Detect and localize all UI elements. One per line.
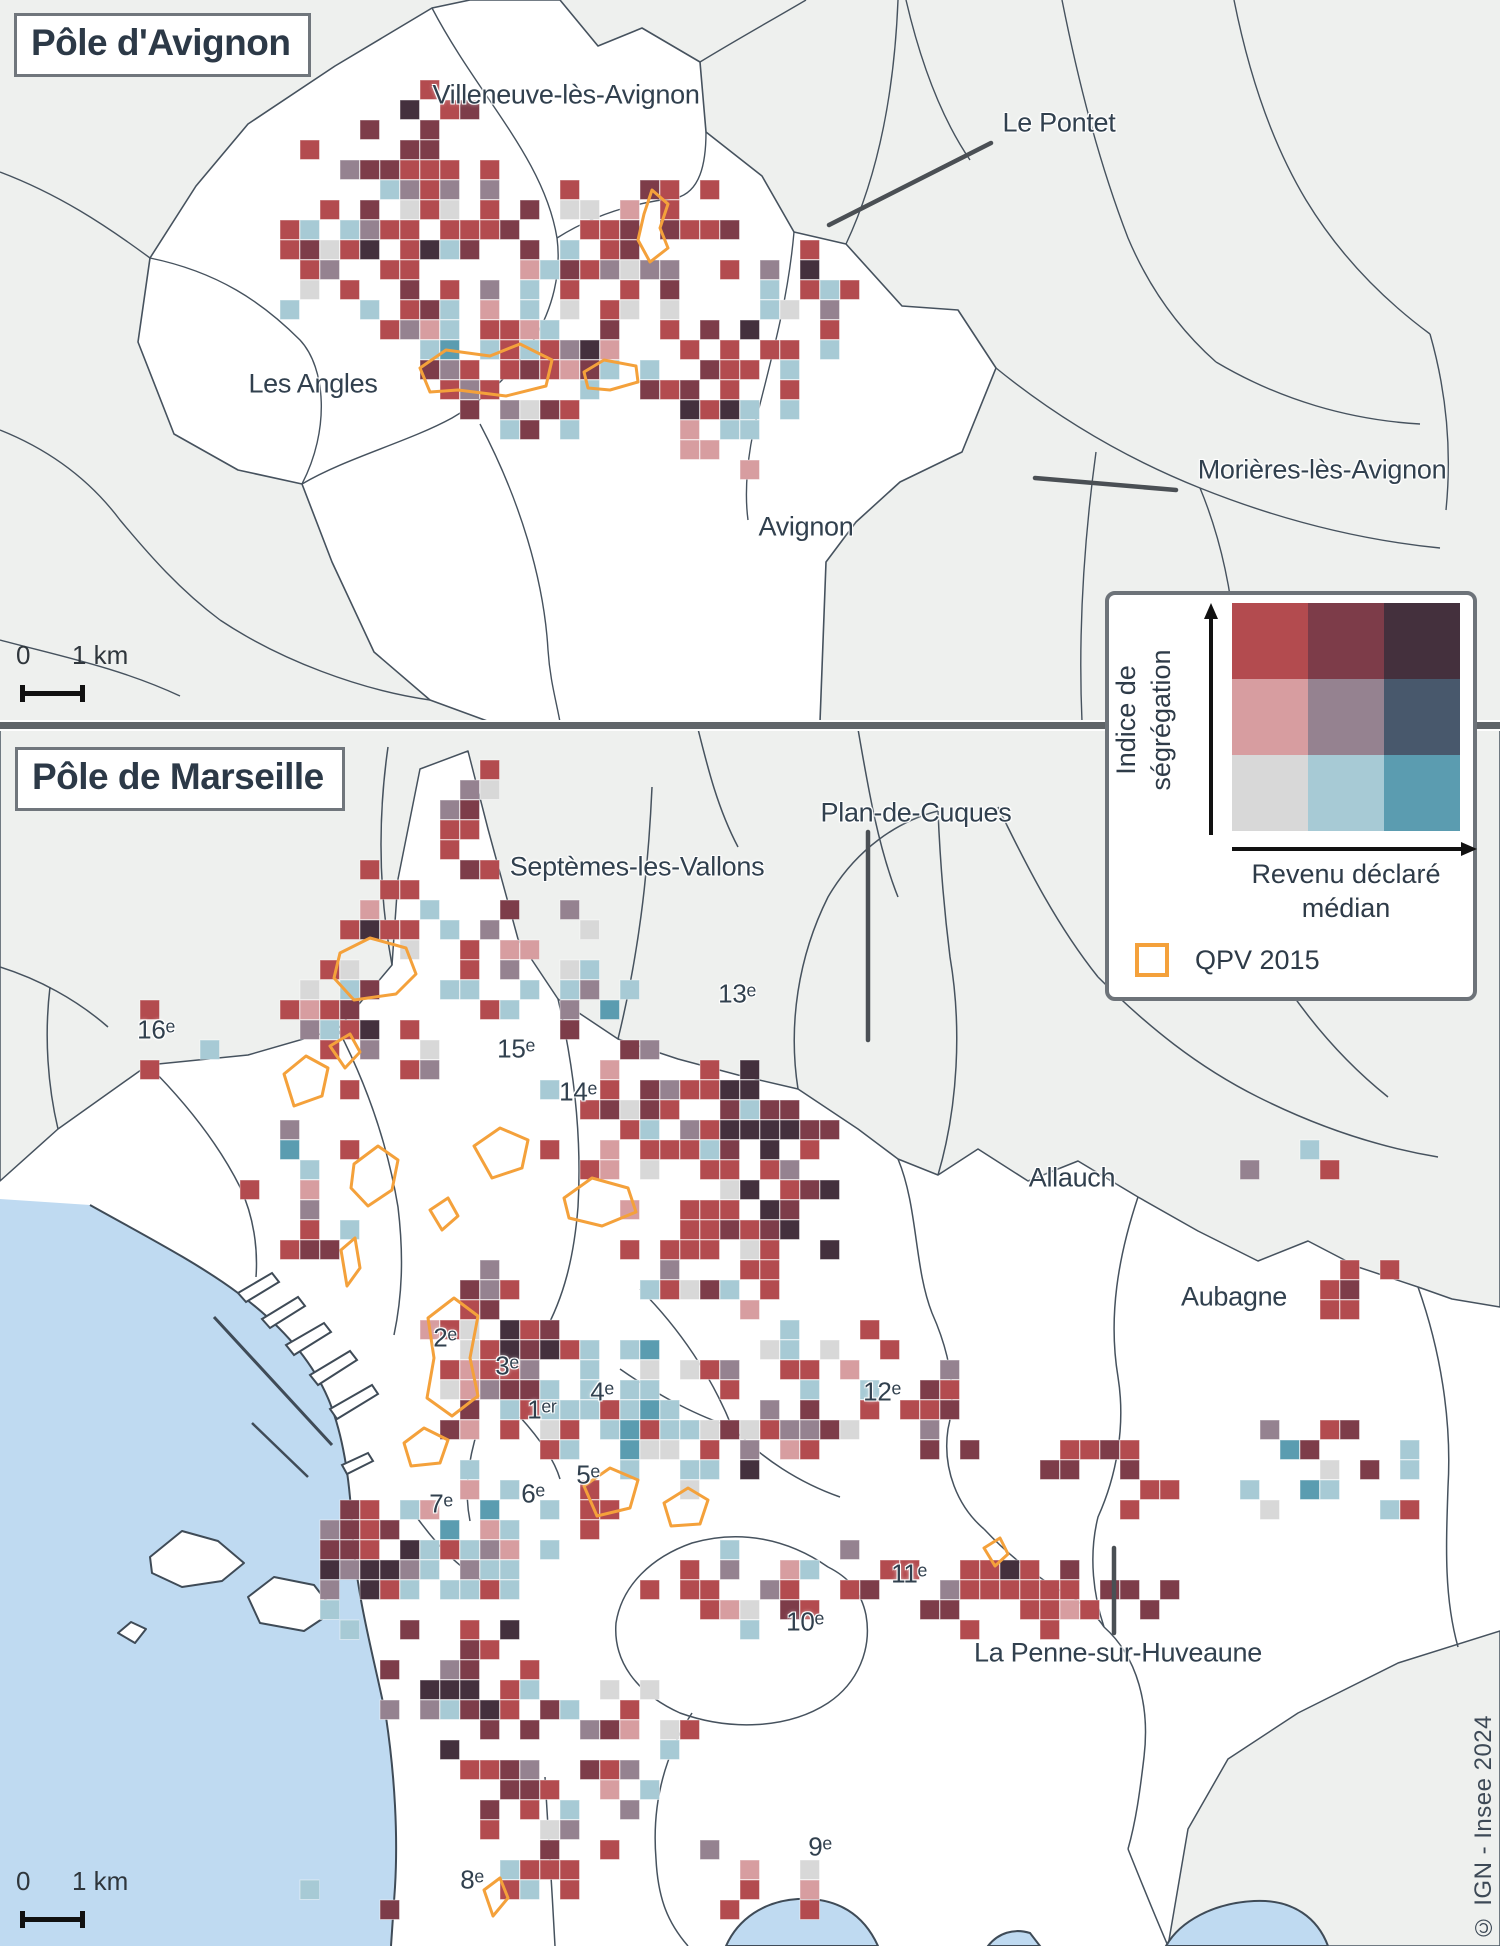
matrix-cell-hiseg-hiinc	[1384, 603, 1460, 679]
map-label-allauch: Allauch	[1028, 1162, 1116, 1193]
le-pontet-pointer-line	[826, 140, 994, 228]
grid-cells-layer-avignon	[279, 79, 860, 480]
map-label-le-pontet: Le Pontet	[1002, 107, 1116, 138]
avignon-title-box: Pôle d'Avignon	[14, 13, 312, 77]
map-label-14e: 14ᵉ	[559, 1076, 597, 1107]
matrix-cell-midseg-hiinc	[1384, 679, 1460, 755]
qpv-outlines-avignon	[418, 188, 670, 398]
scalebar-one-km: 1 km	[72, 640, 129, 670]
matrix-cell-midseg-loinc	[1232, 679, 1308, 755]
map-label-morieres: Morières-lès-Avignon	[1197, 454, 1447, 485]
map-label-13e: 13ᵉ	[718, 978, 756, 1009]
matrix-cell-loseg-hiinc	[1384, 755, 1460, 831]
legend-x-axis-label: Revenu déclaré médian	[1251, 859, 1441, 923]
y-axis-arrow-icon	[1204, 603, 1218, 835]
map-label-7e: 7ᵉ	[429, 1488, 453, 1519]
bivariate-color-matrix	[1232, 603, 1460, 831]
matrix-cell-midseg-midinc	[1308, 679, 1384, 755]
avignon-map	[0, 0, 1500, 722]
avignon-title: Pôle d'Avignon	[31, 22, 291, 63]
map-label-2e: 2ᵉ	[433, 1322, 457, 1353]
marseille-scalebar: 0 1 km	[0, 1866, 160, 1928]
grid-cells-layer-marseille	[139, 759, 1420, 1920]
avignon-pointer-lines	[826, 140, 1179, 493]
map-label-plan-de-cuques: Plan-de-Cuques	[820, 797, 1012, 828]
avignon-scalebar: 0 1 km	[0, 640, 160, 702]
panel-divider	[0, 720, 1500, 731]
qpv-swatch-icon	[1135, 943, 1169, 977]
marseille-title: Pôle de Marseille	[32, 756, 324, 797]
map-label-6e: 6ᵉ	[521, 1478, 545, 1509]
scalebar-zero: 0	[16, 1866, 31, 1896]
south-bays	[724, 1897, 1330, 1946]
map-label-16e: 16ᵉ	[137, 1014, 175, 1045]
map-label-septemes: Septèmes-les-Vallons	[509, 851, 765, 882]
map-label-15e: 15ᵉ	[497, 1033, 535, 1064]
map-label-12e: 12ᵉ	[863, 1376, 901, 1407]
qpv-label: QPV 2015	[1195, 944, 1320, 975]
copyright-credit: © IGN - Insee 2024	[1470, 1714, 1497, 1940]
legend-box: Indice de ségrégation Revenu déclaré méd…	[1105, 591, 1477, 1001]
matrix-cell-loseg-midinc	[1308, 755, 1384, 831]
legend-qpv-entry: QPV 2015	[1135, 943, 1320, 977]
x-axis-arrow-icon	[1232, 842, 1477, 856]
matrix-cell-loseg-loinc	[1232, 755, 1308, 831]
map-label-9e: 9ᵉ	[808, 1831, 832, 1862]
map-label-les-angles: Les Angles	[248, 368, 378, 399]
marseille-title-box: Pôle de Marseille	[15, 747, 345, 811]
avignon-commune-borders	[0, 0, 1449, 722]
scalebar-zero: 0	[16, 640, 31, 670]
matrix-cell-hiseg-midinc	[1308, 603, 1384, 679]
scalebar-bar	[0, 1910, 160, 1928]
marseille-pointer-lines	[865, 829, 1117, 1636]
frioul-islands	[117, 1530, 335, 1644]
morieres-pointer-line	[1032, 475, 1179, 493]
map-label-11e: 11ᵉ	[891, 1558, 927, 1589]
map-label-1er: 1ᵉʳ	[527, 1394, 557, 1425]
map-label-4e: 4ᵉ	[590, 1376, 614, 1407]
scalebar-one-km: 1 km	[72, 1866, 129, 1896]
map-label-avignon: Avignon	[758, 511, 854, 542]
scalebar-bar	[0, 684, 160, 702]
qpv-outlines-marseille	[282, 936, 1010, 1918]
map-label-10e: 10ᵉ	[786, 1606, 824, 1637]
map-label-aubagne: Aubagne	[1180, 1281, 1288, 1312]
map-label-villeneuve: Villeneuve-lès-Avignon	[432, 79, 700, 110]
port-piers	[212, 1271, 380, 1478]
map-label-5e: 5ᵉ	[576, 1459, 600, 1490]
matrix-cell-hiseg-loinc	[1232, 603, 1308, 679]
legend-y-axis-label: Indice de ségrégation	[1111, 649, 1176, 791]
map-label-la-penne: La Penne-sur-Huveaune	[974, 1637, 1262, 1668]
map-label-3e: 3ᵉ	[495, 1350, 519, 1381]
map-label-8e: 8ᵉ	[460, 1864, 484, 1895]
